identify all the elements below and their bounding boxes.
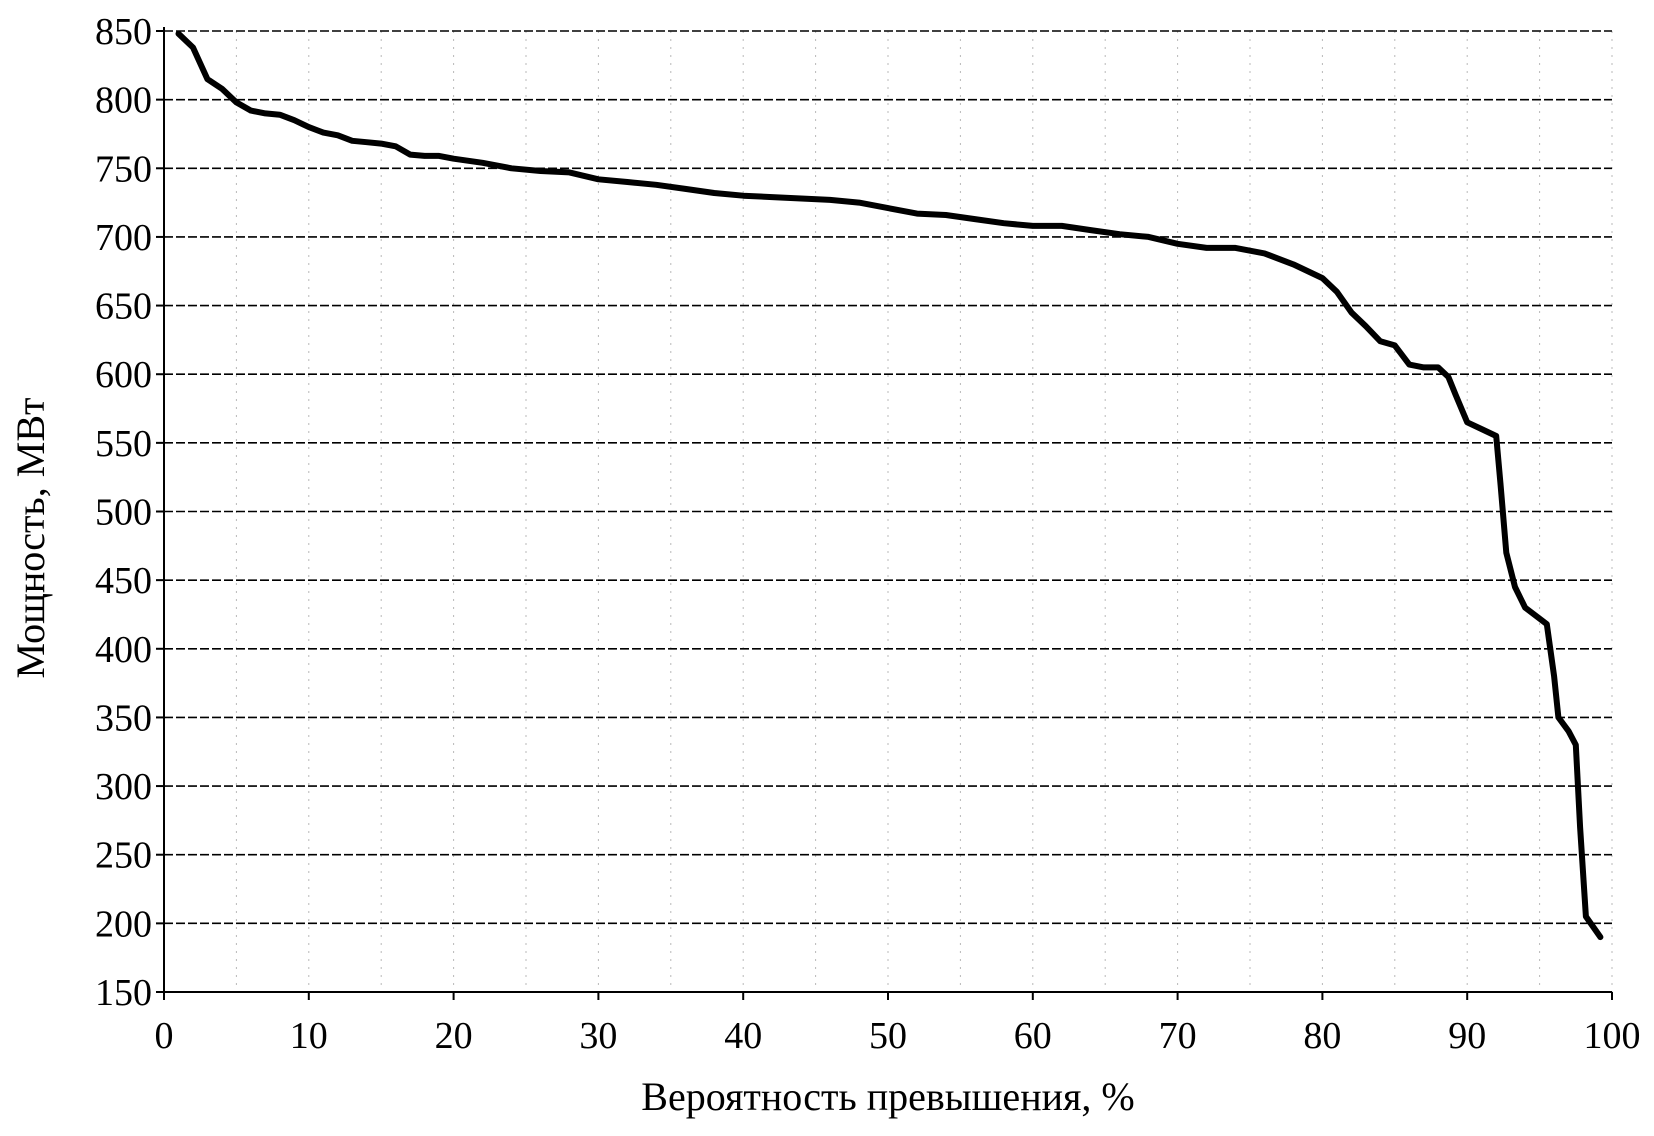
x-axis-title: Вероятность превышения, % bbox=[641, 1074, 1134, 1119]
x-tick-label-60: 60 bbox=[1014, 1015, 1052, 1057]
y-tick-label-550: 550 bbox=[95, 423, 152, 465]
x-tick-label-30: 30 bbox=[579, 1015, 617, 1057]
grid-layer bbox=[164, 30, 1613, 992]
y-tick-label-150: 150 bbox=[95, 972, 152, 1014]
x-tick-label-10: 10 bbox=[290, 1015, 328, 1057]
y-tick-label-700: 700 bbox=[95, 217, 152, 259]
axis-layer bbox=[156, 27, 1613, 1000]
y-tick-label-450: 450 bbox=[95, 560, 152, 602]
y-tick-label-500: 500 bbox=[95, 492, 152, 534]
y-tick-label-250: 250 bbox=[95, 835, 152, 877]
y-tick-label-800: 800 bbox=[95, 80, 152, 122]
y-axis-title: Мощность, МВт bbox=[8, 398, 53, 679]
y-tick-label-350: 350 bbox=[95, 697, 152, 739]
x-tick-label-0: 0 bbox=[155, 1015, 174, 1057]
y-tick-label-850: 850 bbox=[95, 11, 152, 53]
x-tick-label-50: 50 bbox=[869, 1015, 907, 1057]
x-tick-label-90: 90 bbox=[1448, 1015, 1486, 1057]
x-tick-label-80: 80 bbox=[1303, 1015, 1341, 1057]
x-tick-label-40: 40 bbox=[724, 1015, 762, 1057]
y-tick-label-750: 750 bbox=[95, 148, 152, 190]
x-tick-label-70: 70 bbox=[1159, 1015, 1197, 1057]
x-tick-label-100: 100 bbox=[1584, 1015, 1641, 1057]
y-tick-label-300: 300 bbox=[95, 766, 152, 808]
y-tick-label-200: 200 bbox=[95, 903, 152, 945]
x-tick-label-20: 20 bbox=[435, 1015, 473, 1057]
y-tick-label-650: 650 bbox=[95, 286, 152, 328]
series-layer bbox=[175, 30, 1604, 941]
series-line-0 bbox=[175, 30, 1604, 941]
label-layer: 1502002503003504004505005506006507007508… bbox=[95, 11, 1641, 1057]
y-tick-label-400: 400 bbox=[95, 629, 152, 671]
y-tick-label-600: 600 bbox=[95, 354, 152, 396]
